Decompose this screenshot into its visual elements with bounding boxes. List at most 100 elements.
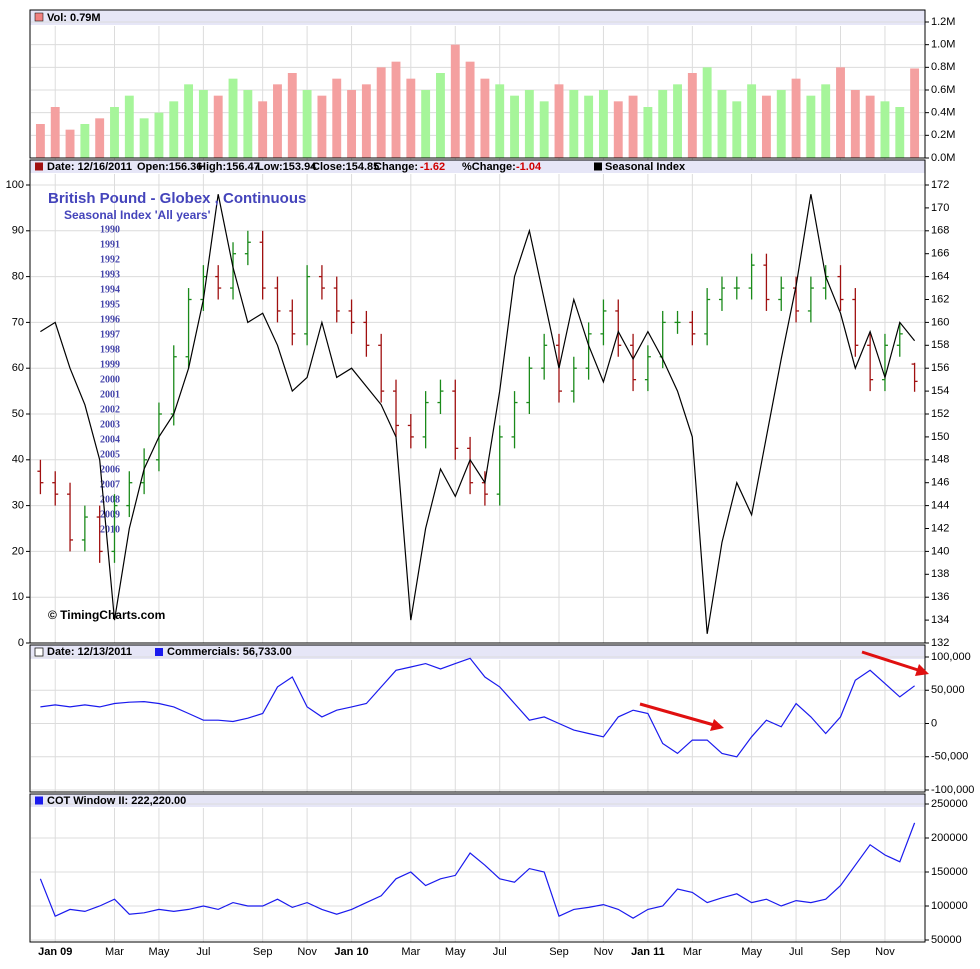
y-tick-label: 50 — [12, 408, 24, 420]
y-tick-label: 156 — [931, 362, 949, 374]
x-tick-label: Mar — [401, 946, 420, 958]
seasonal-year: 1999 — [100, 359, 120, 370]
x-tick-label: Jan 09 — [38, 946, 72, 958]
volume-bar — [421, 90, 431, 158]
y-tick-label: 100 — [6, 179, 24, 191]
x-tick-label: May — [741, 946, 762, 958]
chart-subtitle: Seasonal Index 'All years' — [64, 208, 211, 222]
x-tick-label: Sep — [549, 946, 569, 958]
seasonal-year: 2000 — [100, 374, 120, 385]
seasonal-year: 1994 — [100, 284, 120, 295]
y-tick-label: 134 — [931, 614, 949, 626]
x-tick-label: Jul — [196, 946, 210, 958]
y-tick-label: 200000 — [931, 832, 968, 844]
volume-bar — [658, 90, 668, 158]
y-tick-label: 0 — [931, 717, 937, 729]
seasonal-year: 1996 — [100, 314, 120, 325]
volume-bar — [598, 90, 608, 158]
x-tick-label: May — [445, 946, 466, 958]
y-tick-label: 142 — [931, 522, 949, 534]
volume-bar — [198, 90, 208, 158]
y-tick-label: 20 — [12, 545, 24, 557]
y-tick-label: 136 — [931, 591, 949, 603]
legend-text: Commercials: 56,733.00 — [167, 646, 292, 658]
header-date: Date: 12/16/2011 — [47, 161, 132, 173]
volume-bar — [228, 78, 238, 158]
y-tick-label: 144 — [931, 500, 949, 512]
volume-bar — [495, 84, 505, 158]
header-change: -1.62 — [420, 161, 445, 173]
legend-swatch — [35, 162, 43, 171]
y-tick-label: 100,000 — [931, 651, 971, 663]
volume-bar — [65, 129, 75, 158]
legend-swatch — [34, 12, 44, 22]
y-tick-label: 250000 — [931, 798, 968, 810]
volume-bar — [569, 90, 579, 158]
y-tick-label: 0.6M — [931, 84, 955, 96]
seasonal-year: 1993 — [100, 269, 120, 280]
header-bar — [30, 645, 925, 659]
y-tick-label: 138 — [931, 568, 949, 580]
volume-bar — [806, 95, 816, 158]
seasonal-year: 2001 — [100, 389, 120, 400]
volume-bar — [880, 101, 890, 158]
y-tick-label: 1.2M — [931, 16, 955, 28]
volume-bar — [821, 84, 831, 158]
panel-frame — [29, 9, 926, 159]
y-tick-label: 80 — [12, 271, 24, 283]
volume-bar — [317, 95, 327, 158]
volume-bar — [50, 107, 60, 158]
volume-bar — [480, 78, 490, 158]
volume-bar — [895, 107, 905, 158]
volume-bar — [273, 84, 282, 158]
y-tick-label: -100,000 — [931, 784, 974, 796]
volume-bar — [510, 95, 519, 158]
volume-bar — [80, 124, 90, 158]
x-tick-label: Mar — [105, 946, 124, 958]
volume-bar — [613, 101, 623, 158]
x-tick-label: Nov — [297, 946, 317, 958]
y-tick-label: 70 — [12, 316, 24, 328]
volume-bar — [732, 101, 742, 158]
header-date: Date: 12/13/2011 — [47, 646, 132, 658]
legend-swatch — [155, 648, 163, 656]
volume-bar — [747, 84, 757, 158]
volume-bar — [850, 90, 860, 158]
volume-bar — [361, 84, 371, 158]
volume-bar — [436, 73, 445, 158]
legend-swatch — [35, 796, 43, 805]
x-tick-label: May — [149, 946, 170, 958]
volume-bar — [139, 118, 149, 158]
volume-bar — [376, 67, 386, 158]
series-line — [40, 194, 916, 634]
volume-bar — [761, 95, 771, 158]
y-tick-label: 0.4M — [931, 107, 955, 119]
x-tick-label: Mar — [683, 946, 702, 958]
seasonal-year: 2006 — [100, 464, 120, 475]
panel-frame — [29, 644, 926, 793]
header-bar — [30, 10, 925, 25]
volume-bar — [110, 107, 119, 158]
y-tick-label: 0.2M — [931, 129, 955, 141]
legend-text: Vol: 0.79M — [47, 12, 101, 24]
volume-bar — [302, 90, 312, 158]
y-tick-label: 152 — [931, 408, 949, 420]
x-tick-label: Sep — [831, 946, 851, 958]
y-tick-label: 150 — [931, 431, 949, 443]
y-tick-label: 154 — [931, 385, 949, 397]
volume-bar — [258, 101, 268, 158]
y-tick-label: 170 — [931, 202, 949, 214]
volume-bar — [643, 107, 653, 158]
volume-bar — [184, 84, 194, 158]
y-tick-label: 50000 — [931, 934, 962, 946]
volume-bar — [95, 118, 105, 158]
legend-swatch — [594, 162, 602, 171]
volume-bar — [628, 95, 638, 158]
y-tick-label: 50,000 — [931, 684, 965, 696]
seasonal-year: 2003 — [100, 419, 120, 430]
volume-bar — [213, 95, 223, 158]
y-tick-label: 148 — [931, 454, 949, 466]
x-tick-label: Sep — [253, 946, 273, 958]
y-tick-label: 164 — [931, 271, 949, 283]
x-tick-label: Jan 10 — [334, 946, 368, 958]
